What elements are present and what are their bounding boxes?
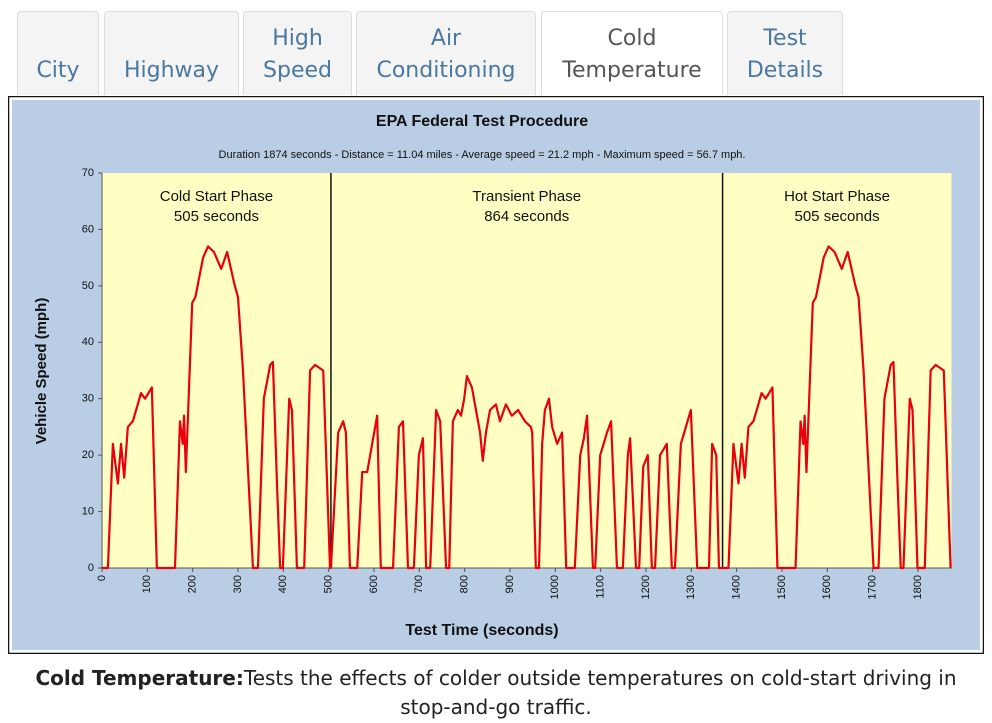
tab-label: Highway: [123, 58, 220, 83]
tab[interactable]: Air Conditioning: [356, 11, 536, 95]
y-tick-label: 60: [82, 223, 94, 235]
phase-label: Hot Start Phase: [784, 188, 890, 205]
phase-label: Cold Start Phase: [160, 188, 273, 205]
caption-text: Tests the effects of colder outside temp…: [243, 666, 957, 719]
x-tick-label: 1700: [867, 575, 879, 599]
x-tick-label: 1200: [640, 575, 652, 599]
speed-line: [102, 245, 952, 570]
tab-label: High: [272, 26, 323, 51]
x-tick-label: 600: [368, 575, 380, 593]
caption: Cold Temperature:Tests the effects of co…: [16, 664, 976, 722]
x-tick-label: 700: [413, 575, 425, 593]
x-tick-label: 400: [277, 575, 289, 593]
tab[interactable]: Cold Temperature: [541, 11, 723, 95]
phase-label: Transient Phase: [472, 188, 581, 205]
tab-label: Test: [763, 26, 807, 51]
y-tick-label: 30: [82, 393, 94, 405]
tab[interactable]: Highway: [104, 11, 239, 95]
tab[interactable]: City: [17, 11, 99, 95]
x-tick-label: 1500: [776, 575, 788, 599]
x-tick-label: 1300: [685, 575, 697, 599]
phase-duration: 864 seconds: [484, 208, 569, 225]
tab-label: Conditioning: [376, 58, 516, 83]
phase-duration: 505 seconds: [174, 208, 259, 225]
tab-label: Air: [430, 26, 462, 51]
y-tick-label: 0: [88, 562, 94, 574]
x-tick-label: 900: [504, 575, 516, 593]
x-tick-label: 200: [187, 575, 199, 593]
y-tick-label: 20: [82, 449, 94, 461]
x-tick-label: 300: [232, 575, 244, 593]
tab-label: Cold: [607, 26, 657, 51]
tab-label: Speed: [263, 58, 332, 83]
x-tick-label: 100: [141, 575, 153, 593]
tab-label: City: [36, 58, 80, 83]
phase-band: [722, 173, 952, 568]
x-tick-label: 800: [459, 575, 471, 593]
y-axis-label: Vehicle Speed (mph): [33, 298, 50, 445]
tab-label: Details: [746, 58, 824, 83]
phase-duration: 505 seconds: [795, 208, 880, 225]
x-axis-label: Test Time (seconds): [405, 622, 558, 639]
chart-subtitle: Duration 1874 seconds - Distance = 11.04…: [219, 149, 746, 161]
x-tick-label: 500: [323, 575, 335, 593]
chart: EPA Federal Test Procedure Duration 1874…: [8, 96, 984, 654]
y-tick-label: 40: [82, 336, 94, 348]
x-tick-label: 1100: [595, 575, 607, 599]
x-tick-label: 1800: [912, 575, 924, 599]
y-tick-label: 70: [82, 167, 94, 179]
tab-label: Temperature: [562, 58, 702, 83]
x-tick-label: 1600: [821, 575, 833, 599]
x-tick-label: 1400: [731, 575, 743, 599]
phase-band: [102, 173, 331, 568]
chart-title: EPA Federal Test Procedure: [376, 113, 588, 130]
tab[interactable]: High Speed: [243, 11, 352, 95]
y-tick-label: 10: [82, 505, 94, 517]
tab[interactable]: Test Details: [727, 11, 843, 95]
phase-band: [330, 173, 723, 568]
x-tick-label: 1000: [549, 575, 561, 599]
caption-label: Cold Temperature:: [35, 666, 244, 690]
x-tick-label: 0: [96, 575, 108, 581]
y-tick-label: 50: [82, 280, 94, 292]
